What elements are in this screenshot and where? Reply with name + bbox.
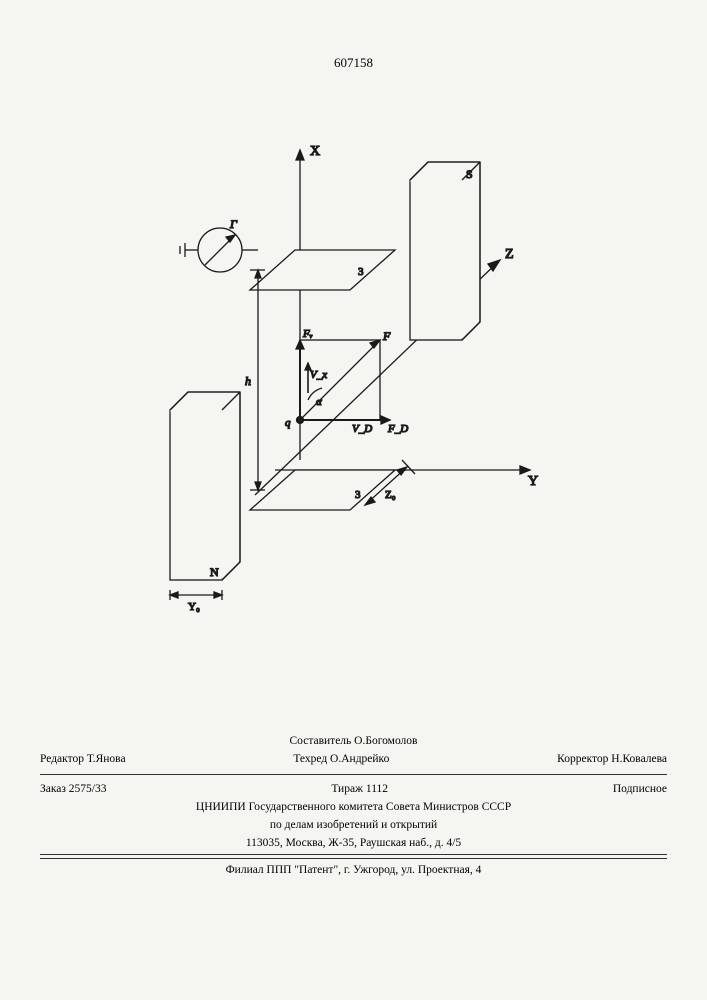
footer-compiler: Составитель О.Богомолов xyxy=(40,733,667,749)
footer-org2: по делам изобретений и открытий xyxy=(40,817,667,833)
svg-text:N: N xyxy=(210,565,219,579)
footer-circulation: Тираж 1112 xyxy=(331,781,388,797)
technical-diagram: X Y Z O S xyxy=(130,130,580,630)
svg-text:F: F xyxy=(382,329,391,343)
footer-subscription: Подписное xyxy=(613,781,667,797)
svg-text:q: q xyxy=(285,417,291,429)
svg-text:Г: Г xyxy=(229,217,238,231)
footer-org1: ЦНИИПИ Государственного комитета Совета … xyxy=(40,799,667,815)
magnet-top: S xyxy=(410,162,480,340)
magnet-bottom: N xyxy=(170,392,240,580)
footer-branch: Филиал ППП "Патент", г. Ужгород, ул. Про… xyxy=(40,862,667,878)
y-axis-label: Y xyxy=(528,474,538,489)
svg-text:Fᵥ: Fᵥ xyxy=(302,328,313,340)
footer-address: 113035, Москва, Ж-35, Раушская наб., д. … xyxy=(40,835,667,851)
plate-top: 3 xyxy=(250,250,395,290)
footer-techred: Техред О.Андрейко xyxy=(293,751,389,767)
svg-text:V_x: V_x xyxy=(310,369,327,381)
y0-label: Y₀ xyxy=(188,601,200,613)
h-label: h xyxy=(245,374,251,388)
footer-editor: Редактор Т.Янова xyxy=(40,751,126,767)
svg-text:F_D: F_D xyxy=(387,423,408,435)
svg-text:α: α xyxy=(316,396,322,408)
svg-text:3: 3 xyxy=(355,489,361,501)
svg-text:S: S xyxy=(466,167,473,181)
force-diagram: q F Fᵥ F_D V_D V_x xyxy=(285,328,408,435)
z0-label: Z₀ xyxy=(385,489,396,501)
svg-text:V_D: V_D xyxy=(352,423,372,435)
svg-text:3: 3 xyxy=(358,266,364,278)
document-number: 607158 xyxy=(0,55,707,71)
footer: Составитель О.Богомолов Редактор Т.Янова… xyxy=(40,731,667,880)
footer-corrector: Корректор Н.Ковалева xyxy=(557,751,667,767)
footer-order: Заказ 2575/33 xyxy=(40,781,107,797)
x-axis-label: X xyxy=(310,144,320,159)
z-axis-label: Z xyxy=(505,247,514,262)
plate-bottom: 3 xyxy=(250,470,395,510)
gauge: Г xyxy=(180,217,258,272)
